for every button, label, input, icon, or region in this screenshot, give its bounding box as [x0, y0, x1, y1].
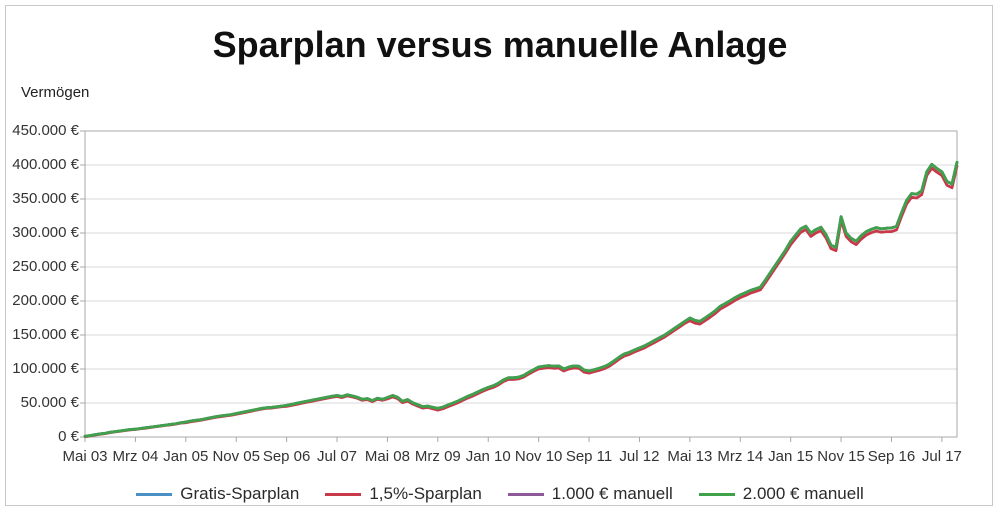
- x-axis-label: Jul 12: [619, 448, 660, 465]
- legend-label: 1.000 € manuell: [551, 484, 673, 503]
- series-line-gratis-sparplan: [83, 160, 959, 438]
- y-axis-label: 250.000 €: [12, 258, 79, 275]
- x-axis-label: Nov 05: [212, 448, 260, 465]
- legend-label: Gratis-Sparplan: [180, 484, 300, 503]
- x-axis-label: Mai 08: [364, 448, 410, 465]
- x-axis-label: Mrz 04: [112, 448, 159, 465]
- x-axis-label: Sep 11: [565, 448, 613, 465]
- legend-item: Gratis-Sparplan: [136, 484, 299, 504]
- x-axis-label: Jul 17: [921, 448, 962, 465]
- y-axis-label: 400.000 €: [12, 156, 79, 173]
- y-axis-label: 350.000 €: [12, 190, 79, 207]
- series-line-1-000-manuell: [83, 160, 959, 438]
- x-axis-label: Jul 07: [317, 448, 358, 465]
- y-axis-label: 50.000 €: [20, 394, 79, 411]
- series-line-2-000-manuell: [83, 160, 959, 438]
- chart-frame: [5, 5, 993, 506]
- legend-line-swatch: [136, 492, 173, 496]
- y-axis-label: 450.000 €: [12, 122, 79, 139]
- x-axis-label: Nov 10: [514, 448, 563, 465]
- legend-item: 1.000 € manuell: [507, 484, 673, 504]
- legend-line-swatch: [698, 492, 735, 496]
- x-axis-label: Jan 10: [465, 448, 511, 465]
- legend-line-swatch: [507, 492, 544, 496]
- y-axis-title: Vermögen: [21, 84, 90, 101]
- y-axis-label: 0 €: [58, 428, 79, 445]
- legend-label: 1,5%-Sparplan: [369, 484, 482, 503]
- x-axis-label: Jan 05: [163, 448, 209, 465]
- chart-title: Sparplan versus manuelle Anlage: [212, 24, 788, 65]
- x-axis-label: Jan 15: [768, 448, 814, 465]
- legend: Gratis-Sparplan 1,5%-Sparplan 1.000 € manu…: [0, 484, 1000, 504]
- legend-line-swatch: [325, 492, 362, 496]
- x-axis-label: Nov 15: [817, 448, 865, 465]
- legend-item: 2.000 € manuell: [698, 484, 864, 504]
- y-axis-label: 200.000 €: [12, 292, 79, 309]
- y-axis-label: 100.000 €: [12, 360, 79, 377]
- x-axis-label: Sep 16: [867, 448, 916, 465]
- x-axis-label: Sep 06: [262, 448, 311, 465]
- legend-label: 2.000 € manuell: [742, 484, 864, 503]
- x-axis-label: Mai 13: [667, 448, 713, 465]
- y-axis-label: 300.000 €: [12, 224, 79, 241]
- x-axis-label: Mai 03: [62, 448, 108, 465]
- x-axis-label: Mrz 09: [414, 448, 461, 465]
- y-axis-label: 150.000 €: [12, 326, 79, 343]
- legend-item: 1,5%-Sparplan: [325, 484, 482, 504]
- x-axis-label: Mrz 14: [717, 448, 764, 465]
- plot-border: [84, 130, 958, 438]
